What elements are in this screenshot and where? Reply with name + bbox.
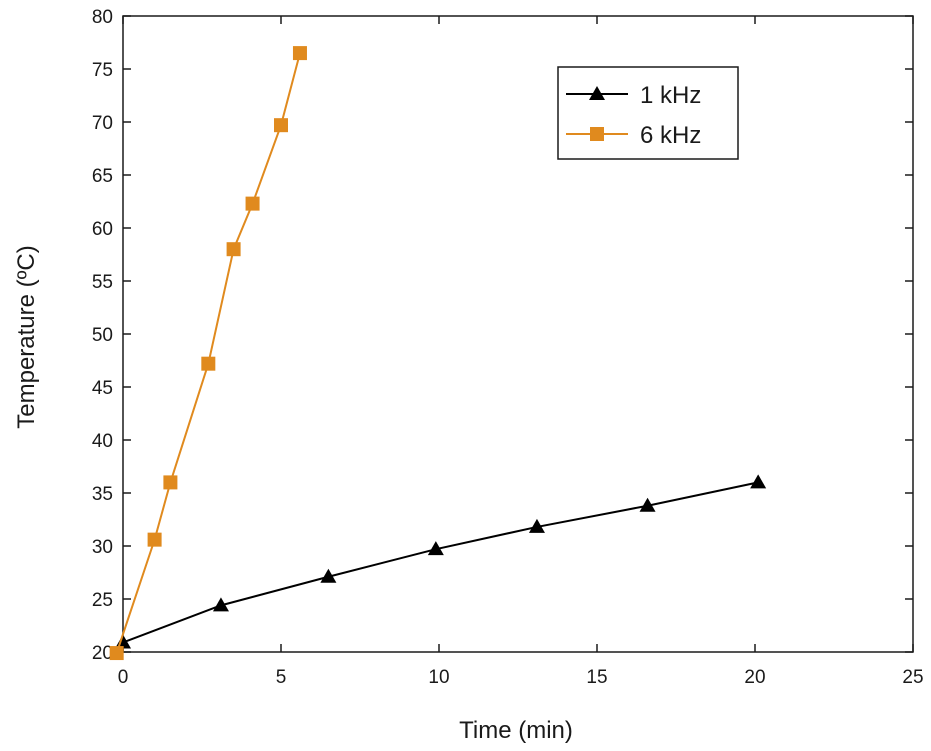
x-tick-label: 0 bbox=[118, 667, 129, 688]
y-tick-label: 20 bbox=[92, 643, 113, 664]
data-point bbox=[427, 541, 444, 556]
plot-frame bbox=[122, 15, 914, 653]
x-tick-label: 20 bbox=[744, 667, 765, 688]
x-tick-label: 5 bbox=[276, 667, 287, 688]
y-axis-title: Temperature (ºC) bbox=[13, 245, 40, 428]
legend-swatch-marker bbox=[590, 127, 604, 141]
data-point bbox=[212, 597, 229, 612]
y-tick-label: 55 bbox=[92, 272, 113, 293]
series-layer bbox=[109, 46, 767, 661]
y-tick-label: 60 bbox=[92, 219, 113, 240]
data-point bbox=[109, 646, 124, 661]
axis-ticks: 0 5 10 15 20 25 20 25 30 35 40 45 50 55 60 65 70 75 80 bbox=[92, 7, 924, 688]
legend-label: 1 kHz bbox=[640, 82, 701, 109]
y-tick-label: 25 bbox=[92, 590, 113, 611]
data-point bbox=[274, 118, 288, 133]
data-point bbox=[292, 46, 307, 61]
data-point bbox=[226, 242, 241, 257]
data-point bbox=[245, 196, 260, 211]
plot-area bbox=[122, 15, 914, 653]
y-tick-label: 65 bbox=[92, 166, 113, 187]
y-tick-label: 50 bbox=[92, 325, 113, 346]
y-tick-label: 70 bbox=[92, 113, 113, 134]
x-axis-title: Time (min) bbox=[459, 717, 573, 744]
series-1 bbox=[109, 46, 307, 661]
x-tick-label: 25 bbox=[902, 667, 923, 688]
data-point bbox=[320, 568, 337, 583]
y-tick-label: 30 bbox=[92, 537, 113, 558]
legend-swatch-marker bbox=[589, 86, 605, 100]
data-point bbox=[750, 474, 767, 489]
y-tick-label: 40 bbox=[92, 431, 113, 452]
data-point bbox=[147, 532, 162, 547]
data-point bbox=[639, 497, 656, 512]
data-point bbox=[163, 475, 178, 490]
x-tick-label: 15 bbox=[586, 667, 607, 688]
y-tick-label: 80 bbox=[92, 7, 113, 28]
series-line bbox=[122, 481, 759, 644]
series-0 bbox=[115, 474, 767, 649]
x-tick-label: 10 bbox=[428, 667, 449, 688]
data-point bbox=[528, 518, 545, 533]
y-tick-label: 35 bbox=[92, 484, 113, 505]
legend-box bbox=[557, 66, 739, 160]
legend-label: 6 kHz bbox=[640, 122, 701, 149]
legend: 1 kHz 6 kHz bbox=[557, 66, 739, 160]
series-line bbox=[115, 52, 301, 654]
data-point bbox=[201, 356, 216, 371]
y-tick-label: 75 bbox=[92, 60, 113, 81]
y-tick-label: 45 bbox=[92, 378, 113, 399]
